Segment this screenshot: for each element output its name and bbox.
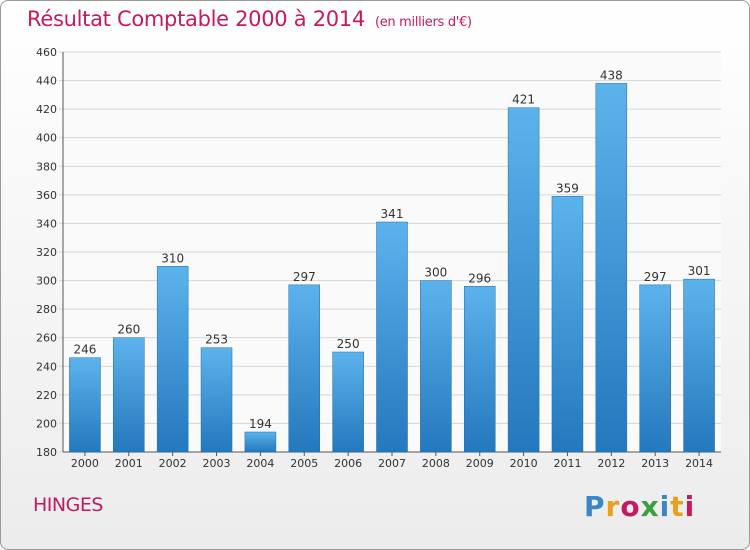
y-tick-label: 340 bbox=[36, 217, 57, 230]
bar-value-label: 296 bbox=[468, 271, 491, 285]
logo-letter: r bbox=[605, 490, 621, 523]
y-tick-label: 320 bbox=[36, 246, 57, 259]
chart-subtitle: (en milliers d'€) bbox=[374, 15, 472, 30]
bar bbox=[200, 347, 233, 453]
x-tick-label: 2005 bbox=[290, 457, 318, 470]
y-tick-label: 360 bbox=[36, 189, 57, 202]
bar-value-label: 359 bbox=[556, 181, 579, 195]
logo-letter: i bbox=[659, 490, 671, 523]
x-tick-label: 2000 bbox=[71, 457, 99, 470]
bar bbox=[288, 284, 321, 453]
bar bbox=[113, 337, 145, 453]
y-tick-label: 280 bbox=[36, 303, 57, 316]
logo-letter: P bbox=[584, 490, 606, 523]
bar bbox=[244, 431, 277, 453]
bar bbox=[595, 83, 628, 453]
x-tick-label: 2013 bbox=[641, 457, 669, 470]
bar bbox=[156, 266, 189, 453]
chart-title: Résultat Comptable 2000 à 2014 (en millie… bbox=[27, 7, 472, 31]
x-tick-label: 2003 bbox=[203, 457, 231, 470]
x-tick-label: 2008 bbox=[422, 457, 450, 470]
chart-title-text: Résultat Comptable 2000 à 2014 bbox=[27, 7, 365, 31]
logo-letter: i bbox=[684, 490, 696, 523]
y-tick-label: 300 bbox=[36, 275, 57, 288]
x-tick-label: 2004 bbox=[246, 457, 274, 470]
x-tick-label: 2012 bbox=[597, 457, 625, 470]
bar-value-label: 341 bbox=[381, 207, 404, 221]
bar bbox=[69, 357, 101, 453]
x-tick-label: 2014 bbox=[685, 457, 713, 470]
y-tick-label: 260 bbox=[36, 332, 57, 345]
bar bbox=[376, 221, 408, 453]
logo-letter: t bbox=[670, 490, 685, 523]
x-tick-label: 2010 bbox=[510, 457, 538, 470]
bar-value-label: 194 bbox=[249, 417, 272, 431]
bar bbox=[332, 351, 364, 453]
bar-value-label: 253 bbox=[205, 333, 228, 347]
bar-value-label: 250 bbox=[337, 337, 360, 351]
commune-name: HINGES bbox=[33, 494, 103, 516]
bar-value-label: 297 bbox=[293, 270, 316, 284]
x-tick-label: 2007 bbox=[378, 457, 406, 470]
bar-value-label: 246 bbox=[73, 343, 96, 357]
y-tick-label: 380 bbox=[36, 160, 57, 173]
bar-value-label: 297 bbox=[644, 270, 667, 284]
bar-value-label: 260 bbox=[117, 323, 140, 337]
y-tick-label: 240 bbox=[36, 360, 57, 373]
bar bbox=[639, 284, 671, 453]
bar bbox=[683, 278, 715, 453]
x-tick-label: 2001 bbox=[115, 457, 143, 470]
logo-letter: o bbox=[620, 490, 641, 523]
x-tick-label: 2006 bbox=[334, 457, 362, 470]
y-tick-label: 200 bbox=[36, 417, 57, 430]
bar bbox=[551, 196, 584, 453]
x-tick-label: 2011 bbox=[553, 457, 581, 470]
bar-value-label: 438 bbox=[600, 68, 623, 82]
logo-letter: x bbox=[640, 490, 660, 523]
bar bbox=[507, 107, 540, 453]
y-tick-label: 400 bbox=[36, 132, 57, 145]
bar bbox=[420, 280, 452, 453]
bar-value-label: 310 bbox=[161, 251, 184, 265]
bar-value-label: 421 bbox=[512, 93, 535, 107]
y-tick-label: 440 bbox=[36, 75, 57, 88]
bar-value-label: 300 bbox=[424, 266, 447, 280]
y-tick-label: 420 bbox=[36, 103, 57, 116]
bar bbox=[463, 286, 496, 453]
x-tick-label: 2002 bbox=[159, 457, 187, 470]
x-tick-label: 2009 bbox=[466, 457, 494, 470]
y-tick-label: 220 bbox=[36, 389, 57, 402]
y-tick-label: 460 bbox=[36, 46, 57, 59]
bar-value-label: 301 bbox=[688, 264, 711, 278]
proxiti-logo: Proxiti bbox=[584, 490, 695, 523]
y-tick-label: 180 bbox=[36, 446, 57, 459]
